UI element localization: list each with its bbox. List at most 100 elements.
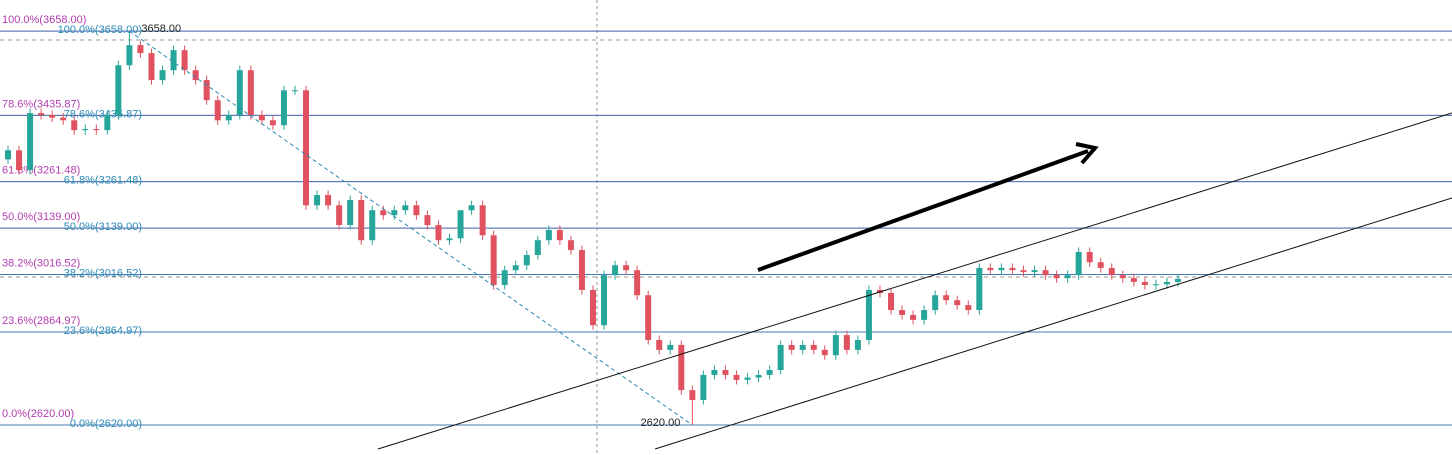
- candle-body: [159, 70, 166, 81]
- candle-body: [976, 267, 983, 311]
- channel-upper: [377, 112, 1452, 450]
- candle-body: [170, 50, 177, 71]
- fib-label: 23.6%(2864.97): [2, 315, 80, 327]
- candle-body: [799, 344, 806, 350]
- candle-body: [446, 238, 453, 241]
- candle-body: [1042, 270, 1049, 276]
- candle-body: [1108, 267, 1115, 276]
- candle-body: [468, 205, 475, 211]
- candle-body: [247, 70, 254, 115]
- candle-body: [369, 210, 376, 241]
- candle-body: [832, 335, 839, 356]
- fib-label: 78.6%(3435.87): [64, 108, 142, 120]
- trend-arrow: [757, 149, 1089, 272]
- candle-body: [280, 90, 287, 126]
- candle-body: [744, 377, 751, 380]
- candle-body: [1130, 278, 1137, 282]
- candle-body: [623, 265, 630, 271]
- candle-body: [843, 335, 850, 350]
- candle-body: [865, 289, 872, 341]
- candle-body: [291, 90, 298, 92]
- candle-body: [667, 344, 674, 350]
- candle-body: [336, 205, 343, 226]
- fib-label: 50.0%(3139.00): [2, 211, 80, 223]
- fib-diagonal: [129, 30, 693, 426]
- candle-body: [766, 369, 773, 375]
- candle-body: [612, 265, 619, 276]
- fib-label: 100.0%(3658.00): [58, 24, 142, 36]
- channel-lower: [654, 197, 1452, 450]
- candle-body: [126, 45, 133, 66]
- candle-body: [27, 113, 34, 171]
- candle-body: [932, 295, 939, 311]
- candle-body: [413, 205, 420, 216]
- fib-label: 61.8%(3261.48): [64, 174, 142, 186]
- candle-body: [203, 80, 210, 101]
- candle-body: [733, 374, 740, 380]
- candle-body: [49, 114, 56, 118]
- candle-body: [534, 240, 541, 256]
- candle-body: [545, 229, 552, 241]
- annotations: 3658.00 2620.00: [141, 23, 680, 429]
- candle-body: [1152, 284, 1159, 286]
- candle-body: [567, 240, 574, 251]
- candle-body: [1020, 270, 1027, 273]
- candle-body: [965, 305, 972, 311]
- candle-body: [700, 374, 707, 400]
- candle-body: [501, 270, 508, 285]
- candle-body: [634, 270, 641, 296]
- price-annotation: 3658.00: [141, 23, 181, 35]
- candle-body: [1141, 281, 1148, 285]
- fib-label: 23.6%(2864.97): [64, 325, 142, 337]
- candle-body: [435, 225, 442, 241]
- candle-body: [523, 255, 530, 266]
- candle-body: [269, 120, 276, 126]
- candle-body: [645, 295, 652, 341]
- candle-body: [93, 129, 100, 131]
- candle-body: [325, 195, 332, 206]
- candle-body: [225, 114, 232, 121]
- candle-body: [115, 65, 122, 115]
- fib-label: 78.6%(3435.87): [2, 98, 80, 110]
- candle-body: [347, 199, 354, 226]
- candle-body: [457, 210, 464, 239]
- candle-body: [578, 250, 585, 290]
- candle-body: [1009, 267, 1016, 271]
- candle-body: [954, 300, 961, 306]
- candle-body: [424, 215, 431, 226]
- candle-body: [16, 150, 23, 171]
- candle-body: [1163, 281, 1170, 285]
- candle-body: [755, 374, 762, 378]
- candle-body: [1175, 278, 1181, 282]
- candle-body: [380, 210, 387, 216]
- candle-body: [810, 344, 817, 350]
- candle-body: [71, 120, 78, 131]
- candle-body: [82, 129, 89, 131]
- candle-body: [358, 199, 365, 241]
- candle-body: [556, 229, 563, 241]
- candle-body: [104, 114, 111, 131]
- candle-body: [5, 150, 11, 160]
- candle-body: [998, 267, 1005, 271]
- candle-body: [678, 344, 685, 391]
- candle-body: [788, 344, 795, 350]
- price-annotation: 2620.00: [641, 417, 681, 429]
- candle-body: [854, 340, 861, 350]
- candle-body: [60, 117, 67, 121]
- candle-body: [943, 295, 950, 301]
- fib-label: 0.0%(2620.00): [70, 418, 142, 430]
- candle-body: [711, 369, 718, 375]
- fib-label: 38.2%(3016.52): [2, 257, 80, 269]
- candle-body: [214, 100, 221, 121]
- candle-body: [821, 349, 828, 356]
- candle-body: [722, 369, 729, 375]
- candle-body: [402, 205, 409, 211]
- candle-body: [899, 310, 906, 315]
- candle-body: [192, 70, 199, 81]
- fib-label: 50.0%(3139.00): [64, 221, 142, 233]
- candle-body: [689, 390, 696, 400]
- fib-label: 100.0%(3658.00): [2, 14, 86, 26]
- candle-body: [921, 310, 928, 320]
- candle-body: [314, 195, 321, 206]
- candle-body: [1119, 275, 1126, 279]
